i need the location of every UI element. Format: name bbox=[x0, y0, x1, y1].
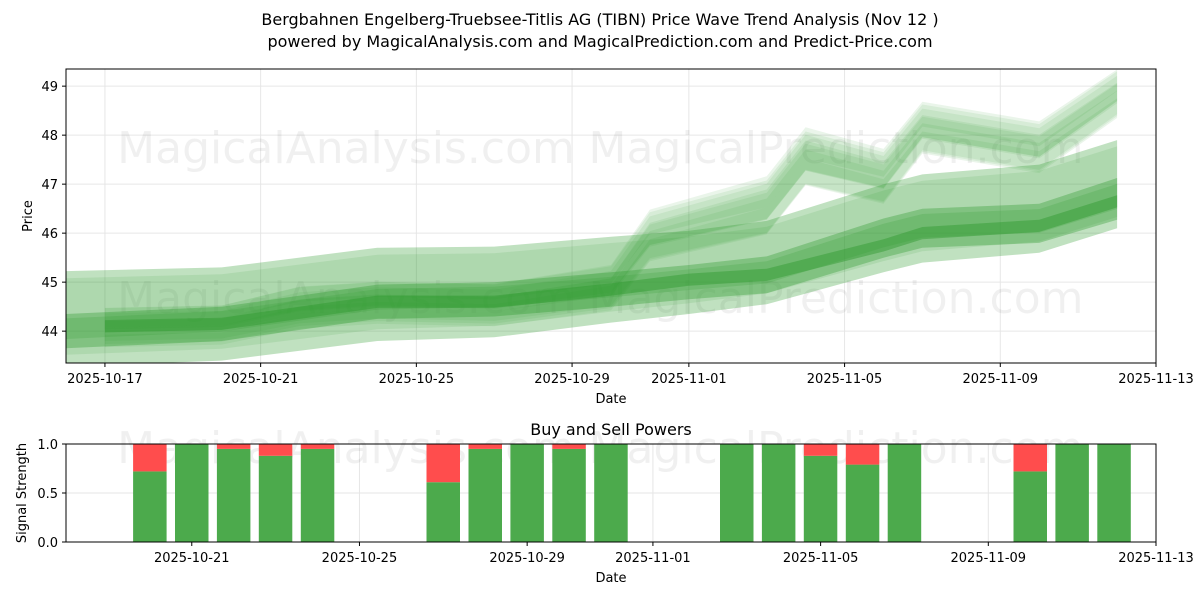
y-axis-label: Signal Strength bbox=[15, 443, 30, 543]
inner-band bbox=[66, 178, 1118, 349]
buy-bar bbox=[1055, 444, 1089, 542]
recent-wave-0 bbox=[104, 98, 1118, 348]
sell-bar bbox=[258, 444, 293, 456]
buy-bar bbox=[258, 455, 293, 542]
price-wave-chart: MagicalAnalysis.com MagicalPrediction.com… bbox=[21, 68, 1194, 407]
subplot-title: Buy and Sell Powers bbox=[530, 420, 692, 439]
x-axis-label: Date bbox=[595, 571, 626, 586]
watermark-text: MagicalPrediction.com bbox=[589, 123, 1084, 174]
outer-band-layer bbox=[66, 146, 1118, 355]
sell-bar bbox=[552, 444, 586, 449]
buy-bar bbox=[1097, 444, 1131, 542]
sell-bar bbox=[1013, 444, 1047, 472]
x-tick-label: 2025-11-05 bbox=[807, 372, 883, 387]
recent-wave-1 bbox=[104, 90, 1118, 344]
buy-bar bbox=[133, 471, 167, 542]
x-tick-label: 2025-11-01 bbox=[615, 551, 691, 566]
chart-title-line1: Bergbahnen Engelberg-Truebsee-Titlis AG … bbox=[261, 10, 938, 29]
recent-wave-6 bbox=[104, 71, 1118, 321]
sell-bar bbox=[216, 444, 251, 449]
buy-bar bbox=[175, 444, 209, 542]
sell-bar bbox=[426, 444, 460, 483]
buy-bar bbox=[594, 444, 628, 542]
x-tick-label: 2025-10-29 bbox=[489, 551, 565, 566]
y-tick-label: 45 bbox=[41, 276, 58, 291]
y-tick-label: 49 bbox=[41, 80, 58, 95]
buy-bar bbox=[300, 448, 335, 542]
inner-band-layer bbox=[66, 183, 1118, 339]
buy-sell-chart: Buy and Sell PowersMagicalAnalysis.comMa… bbox=[15, 420, 1194, 586]
buy-bar bbox=[803, 455, 838, 542]
watermark-text: MagicalPrediction.com bbox=[589, 273, 1084, 324]
grid bbox=[66, 69, 1157, 363]
y-tick-label: 0.0 bbox=[37, 536, 58, 551]
x-tick-label: 2025-11-05 bbox=[783, 551, 859, 566]
x-tick-label: 2025-11-09 bbox=[963, 372, 1039, 387]
recent-wave-4 bbox=[104, 75, 1118, 330]
watermark-group: MagicalAnalysis.com MagicalPrediction.com… bbox=[117, 123, 1083, 324]
buy-bar bbox=[510, 444, 544, 542]
sell-bar bbox=[468, 444, 502, 449]
y-tick-label: 47 bbox=[41, 178, 58, 193]
y-axis-label: Price bbox=[21, 200, 36, 232]
buy-bar bbox=[216, 448, 251, 542]
watermark-text: MagicalAnalysis.com bbox=[117, 123, 575, 174]
watermark-text: MagicalAnalysis.com bbox=[117, 273, 575, 324]
x-tick-label: 2025-10-25 bbox=[322, 551, 398, 566]
buy-bar bbox=[761, 444, 796, 542]
x-tick-label: 2025-10-21 bbox=[223, 372, 299, 387]
buy-bar bbox=[845, 464, 880, 542]
sell-bar bbox=[133, 444, 167, 472]
y-tick-label: 46 bbox=[41, 227, 58, 242]
x-tick-label: 2025-10-17 bbox=[67, 372, 143, 387]
recent-wave-2 bbox=[104, 82, 1118, 341]
buy-bar bbox=[887, 444, 922, 542]
buy-bar bbox=[426, 482, 460, 542]
y-tick-label: 1.0 bbox=[37, 438, 58, 453]
recent-wave-3 bbox=[104, 83, 1118, 333]
x-tick-label: 2025-11-01 bbox=[651, 372, 727, 387]
buy-bar bbox=[552, 448, 586, 542]
y-tick-label: 44 bbox=[41, 325, 58, 340]
recent-wave-5 bbox=[104, 69, 1118, 328]
buy-bar bbox=[468, 448, 502, 542]
central-wave bbox=[104, 195, 1118, 333]
wave-bands bbox=[66, 69, 1118, 363]
buy-bar bbox=[1013, 471, 1047, 542]
x-tick-label: 2025-11-13 bbox=[1118, 372, 1194, 387]
sell-bar bbox=[803, 444, 838, 456]
x-tick-label: 2025-10-25 bbox=[379, 372, 455, 387]
outer-band bbox=[66, 140, 1118, 363]
x-tick-label: 2025-10-21 bbox=[154, 551, 230, 566]
y-tick-label: 0.5 bbox=[37, 487, 58, 502]
chart-title-line2: powered by MagicalAnalysis.com and Magic… bbox=[267, 32, 932, 51]
x-tick-label: 2025-11-13 bbox=[1118, 551, 1194, 566]
x-tick-label: 2025-11-09 bbox=[951, 551, 1027, 566]
sell-bar bbox=[300, 444, 335, 449]
plot-frame bbox=[65, 68, 1157, 364]
sell-bar bbox=[845, 444, 880, 465]
y-tick-label: 48 bbox=[41, 129, 58, 144]
x-axis-label: Date bbox=[595, 392, 626, 407]
x-tick-label: 2025-10-29 bbox=[534, 372, 610, 387]
buy-bar bbox=[720, 444, 754, 542]
